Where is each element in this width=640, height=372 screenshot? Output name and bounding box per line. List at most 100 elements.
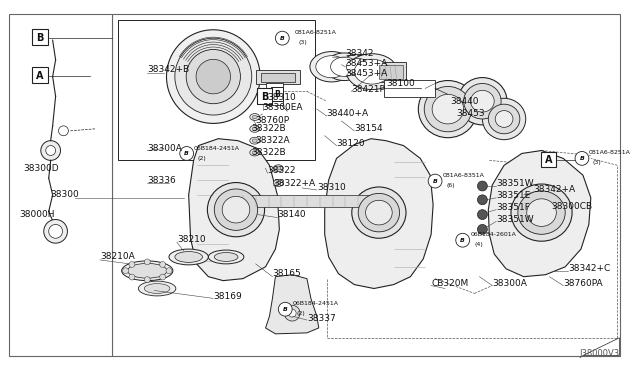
Polygon shape [189, 139, 279, 280]
Circle shape [278, 302, 292, 316]
Ellipse shape [310, 52, 353, 82]
Text: 38154: 38154 [355, 124, 383, 133]
Text: 081A6-8251A: 081A6-8251A [294, 30, 336, 35]
Text: 38169: 38169 [213, 292, 242, 301]
Text: 38453+A: 38453+A [346, 69, 388, 78]
Ellipse shape [166, 30, 260, 124]
Ellipse shape [252, 115, 257, 119]
Text: (3): (3) [298, 39, 307, 45]
Text: (6): (6) [447, 183, 456, 187]
Text: 38310: 38310 [268, 93, 296, 102]
Text: B: B [433, 179, 438, 183]
Text: 38453+A: 38453+A [346, 59, 388, 68]
Ellipse shape [209, 250, 244, 264]
Circle shape [159, 274, 166, 280]
Bar [266, 83, 284, 105]
Polygon shape [488, 151, 591, 277]
Text: J38000V3: J38000V3 [579, 349, 620, 357]
Text: 38322B: 38322B [252, 124, 286, 133]
Bar [32, 67, 48, 83]
Bar [384, 80, 435, 97]
Text: 38760P: 38760P [256, 116, 290, 125]
Text: B: B [580, 156, 584, 161]
Ellipse shape [511, 184, 572, 241]
Text: 38322A: 38322A [256, 136, 291, 145]
Text: 38351W: 38351W [496, 215, 534, 224]
Text: A: A [36, 71, 44, 81]
Ellipse shape [458, 78, 507, 125]
Bar [376, 62, 406, 81]
Text: 38300: 38300 [51, 190, 79, 199]
Ellipse shape [355, 59, 390, 84]
Bar [32, 29, 48, 45]
Circle shape [58, 126, 68, 136]
Ellipse shape [169, 249, 209, 265]
Polygon shape [324, 139, 433, 289]
Text: 38210A: 38210A [100, 253, 134, 262]
Ellipse shape [340, 54, 376, 79]
Bar [256, 70, 300, 84]
Circle shape [45, 145, 56, 155]
Text: (4): (4) [474, 242, 483, 247]
Ellipse shape [214, 189, 258, 230]
Ellipse shape [144, 283, 170, 294]
Bar [271, 87, 284, 101]
Circle shape [144, 277, 150, 283]
Circle shape [159, 262, 166, 267]
Text: 38760PA: 38760PA [563, 279, 603, 288]
Text: 38351W: 38351W [496, 179, 534, 187]
Text: 38165: 38165 [273, 269, 301, 278]
Circle shape [144, 259, 150, 265]
Ellipse shape [175, 251, 202, 262]
Text: 06B184-2451A: 06B184-2451A [292, 301, 338, 306]
Bar [9, 15, 112, 356]
Circle shape [44, 219, 67, 243]
Circle shape [477, 181, 487, 191]
Text: 38351F: 38351F [496, 203, 530, 212]
Ellipse shape [346, 54, 397, 90]
Ellipse shape [250, 149, 260, 156]
Circle shape [477, 210, 487, 219]
Text: 06B184-2451A: 06B184-2451A [193, 146, 239, 151]
Text: 38000H: 38000H [19, 210, 54, 219]
Text: 38300D: 38300D [23, 164, 59, 173]
Text: B: B [184, 151, 189, 156]
Ellipse shape [365, 200, 392, 225]
Text: 38322B: 38322B [252, 148, 286, 157]
Ellipse shape [470, 90, 494, 112]
Text: B: B [261, 92, 268, 102]
Text: CB320M: CB320M [431, 279, 468, 288]
Circle shape [180, 147, 193, 160]
Text: 38342+A: 38342+A [534, 186, 576, 195]
Text: 38440+A: 38440+A [326, 109, 369, 118]
Text: 38120: 38120 [337, 139, 365, 148]
Circle shape [166, 268, 172, 274]
Text: 38210: 38210 [177, 235, 205, 244]
Bar [112, 15, 620, 356]
Ellipse shape [463, 83, 501, 119]
Text: B: B [36, 33, 44, 43]
Bar [260, 73, 295, 81]
Text: 38100: 38100 [386, 79, 415, 88]
Ellipse shape [186, 49, 241, 104]
Text: 38342+B: 38342+B [147, 65, 189, 74]
Text: 38310: 38310 [317, 183, 346, 192]
Bar [238, 195, 376, 207]
Text: 38342+C: 38342+C [568, 264, 611, 273]
Ellipse shape [331, 57, 358, 76]
Circle shape [49, 224, 63, 238]
Text: 38342: 38342 [346, 49, 374, 58]
Ellipse shape [276, 167, 281, 170]
Ellipse shape [432, 94, 463, 124]
Ellipse shape [250, 137, 260, 144]
Bar [257, 89, 273, 104]
Text: B: B [283, 307, 287, 312]
Ellipse shape [346, 58, 370, 75]
Ellipse shape [252, 151, 257, 154]
Circle shape [575, 151, 589, 165]
Text: 38421P: 38421P [351, 85, 385, 94]
Ellipse shape [488, 104, 520, 134]
Text: B: B [280, 36, 285, 41]
Ellipse shape [273, 180, 284, 186]
Ellipse shape [483, 98, 526, 140]
